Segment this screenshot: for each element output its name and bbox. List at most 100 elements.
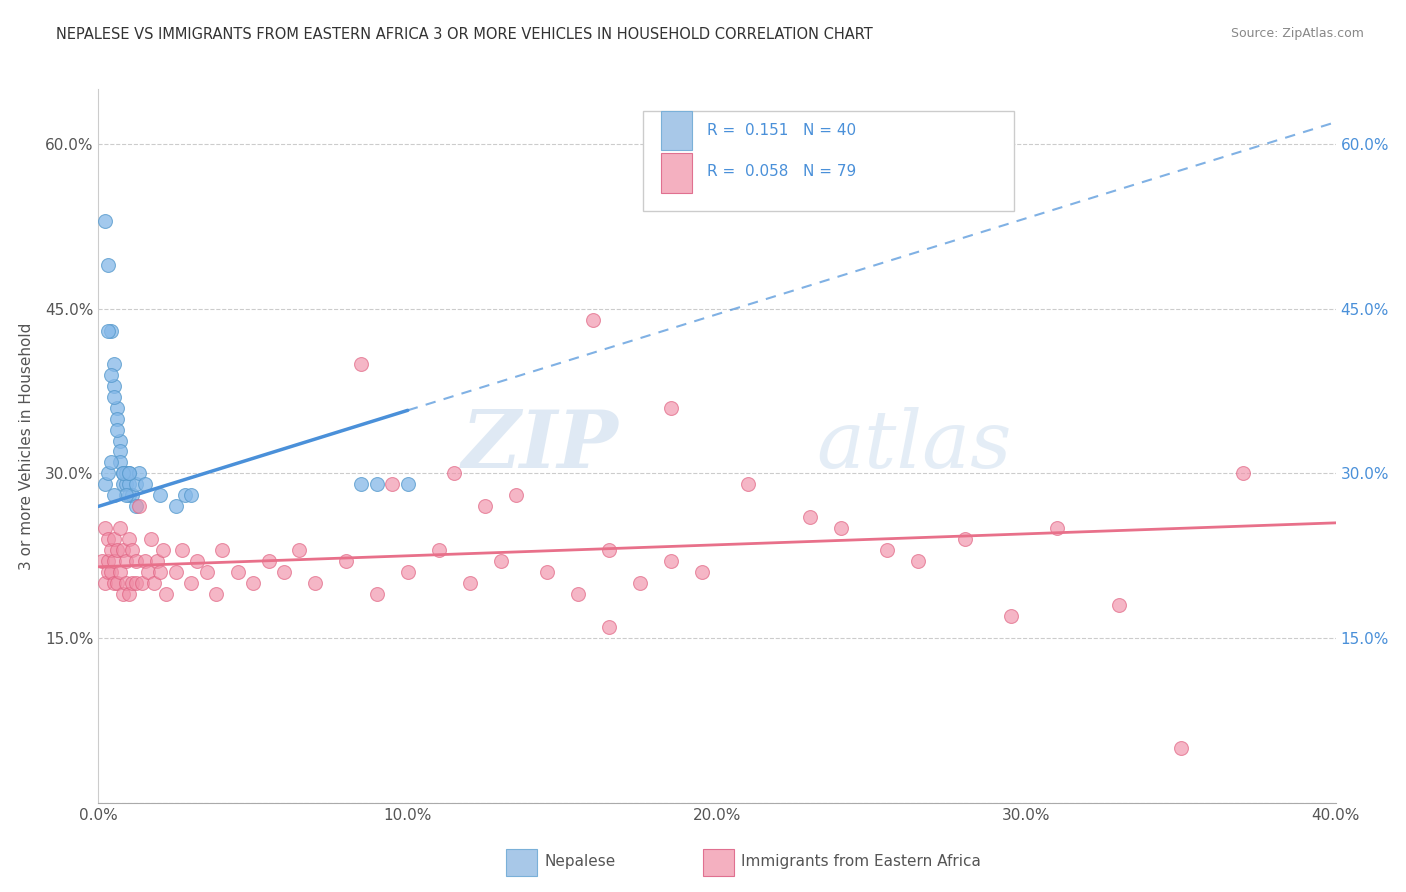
Point: [180, 488, 202, 502]
Point: [93, 477, 115, 491]
Point: [134, 554, 156, 568]
Text: Immigrants from Eastern Africa: Immigrants from Eastern Africa: [741, 855, 981, 869]
Point: [124, 554, 146, 568]
Point: [366, 477, 388, 491]
Point: [100, 566, 122, 580]
Point: [505, 488, 527, 502]
Point: [149, 566, 172, 580]
Point: [128, 500, 150, 514]
Point: [396, 566, 419, 580]
Text: R =  0.058   N = 79: R = 0.058 N = 79: [707, 164, 856, 178]
Point: [174, 488, 197, 502]
Point: [93, 214, 115, 228]
Point: [105, 543, 128, 558]
Text: Source: ZipAtlas.com: Source: ZipAtlas.com: [1230, 27, 1364, 40]
Point: [103, 357, 125, 371]
Point: [103, 378, 125, 392]
Point: [112, 467, 135, 481]
Point: [121, 576, 143, 591]
Point: [149, 488, 172, 502]
Point: [536, 566, 558, 580]
Point: [121, 488, 143, 502]
Point: [257, 554, 280, 568]
Point: [97, 533, 120, 547]
Point: [115, 554, 138, 568]
Point: [1170, 740, 1192, 755]
Point: [690, 566, 713, 580]
Point: [118, 488, 141, 502]
Point: [93, 521, 115, 535]
Text: R =  0.151   N = 40: R = 0.151 N = 40: [707, 123, 856, 138]
Text: NEPALESE VS IMMIGRANTS FROM EASTERN AFRICA 3 OR MORE VEHICLES IN HOUSEHOLD CORRE: NEPALESE VS IMMIGRANTS FROM EASTERN AFRI…: [56, 27, 873, 42]
Point: [567, 587, 589, 601]
Point: [121, 543, 143, 558]
Point: [100, 368, 122, 382]
Point: [118, 467, 141, 481]
Point: [115, 477, 138, 491]
Point: [112, 477, 135, 491]
Point: [458, 576, 481, 591]
Point: [118, 467, 141, 481]
Point: [1046, 521, 1069, 535]
Point: [1232, 467, 1254, 481]
Point: [108, 455, 131, 469]
Point: [112, 467, 135, 481]
Point: [103, 554, 125, 568]
Point: [118, 587, 141, 601]
Point: [100, 455, 122, 469]
Point: [165, 500, 187, 514]
Point: [226, 566, 249, 580]
Text: ZIP: ZIP: [461, 408, 619, 484]
Point: [128, 467, 150, 481]
Point: [474, 500, 496, 514]
Point: [381, 477, 404, 491]
Point: [134, 477, 156, 491]
Point: [195, 566, 218, 580]
Point: [427, 543, 450, 558]
Point: [97, 467, 120, 481]
Point: [143, 576, 166, 591]
Point: [105, 401, 128, 415]
Point: [97, 324, 120, 338]
Point: [830, 521, 852, 535]
Point: [273, 566, 295, 580]
Point: [108, 434, 131, 448]
Point: [205, 587, 228, 601]
Point: [165, 566, 187, 580]
Point: [155, 587, 177, 601]
Point: [186, 554, 208, 568]
Point: [628, 576, 651, 591]
Point: [288, 543, 311, 558]
Point: [100, 324, 122, 338]
Text: Nepalese: Nepalese: [544, 855, 616, 869]
Point: [124, 477, 146, 491]
Point: [118, 533, 141, 547]
Point: [115, 467, 138, 481]
Point: [211, 543, 233, 558]
Point: [366, 587, 388, 601]
Y-axis label: 3 or more Vehicles in Household: 3 or more Vehicles in Household: [18, 322, 34, 570]
Point: [170, 543, 193, 558]
Point: [737, 477, 759, 491]
Point: [876, 543, 898, 558]
Point: [124, 500, 146, 514]
Point: [146, 554, 169, 568]
Point: [598, 620, 620, 634]
Point: [124, 576, 146, 591]
Point: [443, 467, 465, 481]
Point: [115, 576, 138, 591]
Point: [304, 576, 326, 591]
Point: [582, 312, 605, 326]
Point: [242, 576, 264, 591]
Point: [105, 576, 128, 591]
Point: [108, 566, 131, 580]
Point: [93, 576, 115, 591]
Point: [598, 543, 620, 558]
Point: [105, 423, 128, 437]
Point: [97, 258, 120, 272]
Point: [659, 554, 682, 568]
Point: [97, 554, 120, 568]
Bar: [661, 153, 692, 193]
Point: [97, 566, 120, 580]
Point: [103, 488, 125, 502]
